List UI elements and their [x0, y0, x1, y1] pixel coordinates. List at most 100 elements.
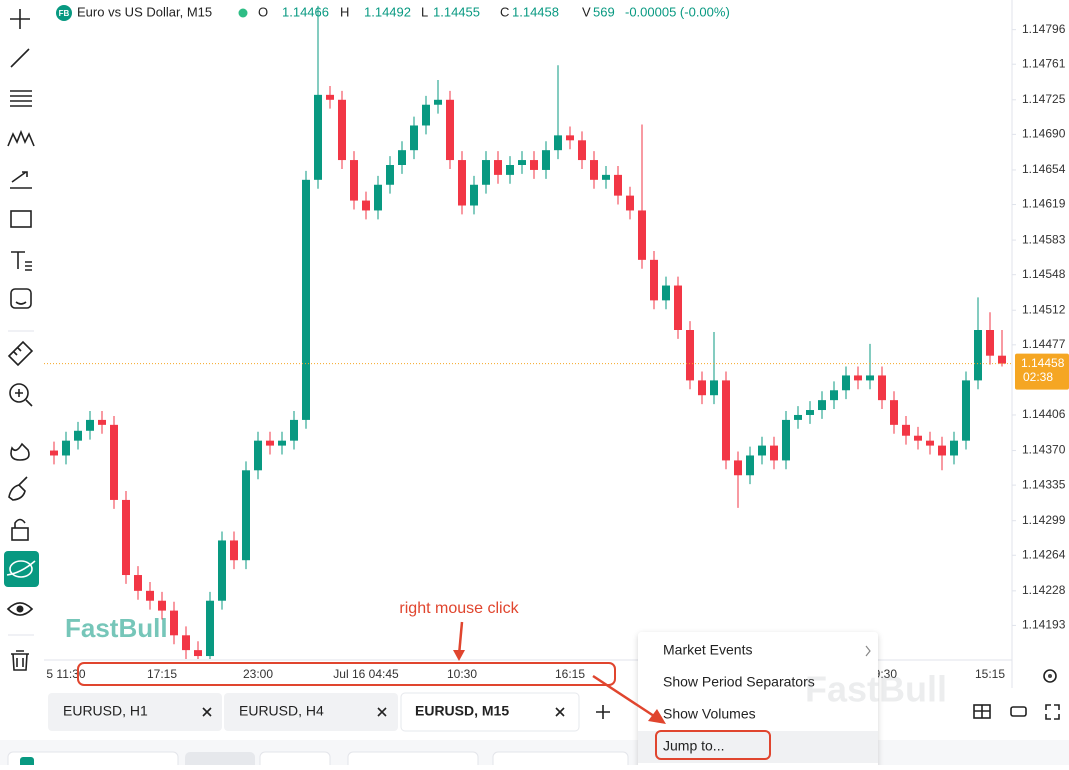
fib-tool[interactable]	[10, 90, 32, 107]
y-tick-label: 1.14761	[1022, 56, 1066, 70]
active-tool-bg[interactable]	[4, 551, 39, 587]
candle-body	[950, 440, 958, 456]
candle-body	[98, 419, 106, 425]
open-trading-button[interactable]	[492, 751, 629, 770]
candle-body	[650, 259, 658, 301]
field-label: L	[421, 4, 428, 19]
candle-body	[302, 179, 310, 420]
lock-shackle	[14, 518, 26, 528]
add-tab[interactable]	[596, 705, 610, 719]
tab-close[interactable]	[202, 707, 212, 717]
tab[interactable]	[224, 693, 398, 731]
candle-body	[590, 160, 598, 180]
submenu-chevron	[865, 645, 871, 657]
y-tick-label: 1.14228	[1022, 583, 1066, 597]
line-tool[interactable]	[10, 48, 30, 68]
crosshair-tool[interactable]	[10, 9, 30, 29]
candle-body	[926, 440, 934, 446]
candle-body	[842, 375, 850, 391]
menu-item[interactable]: Market Events	[663, 642, 752, 658]
x-tick-label: 17:15	[147, 667, 177, 681]
trade-tab[interactable]	[185, 752, 255, 770]
window-button[interactable]	[1010, 706, 1027, 717]
candle-body	[374, 184, 382, 211]
open-account-button[interactable]	[347, 751, 479, 770]
candle-body	[806, 410, 814, 415]
candle-body	[770, 445, 778, 461]
brush-tool[interactable]	[8, 476, 28, 501]
candle-body	[854, 375, 862, 381]
history-tab[interactable]	[259, 751, 331, 770]
candle-body	[542, 150, 550, 170]
menu-item[interactable]: Jump to...	[663, 738, 724, 754]
candle-body	[86, 419, 94, 431]
delete-tool[interactable]	[11, 650, 29, 671]
annotation-arrow	[592, 674, 658, 720]
last-price-bg	[1015, 353, 1069, 390]
layers-tool	[9, 560, 33, 578]
candle-body	[626, 195, 634, 211]
magnet-tool[interactable]	[10, 442, 30, 461]
zoom-plus	[15, 389, 33, 407]
shape-tool[interactable]	[10, 210, 32, 228]
candle-body	[734, 460, 742, 476]
candle-body	[830, 390, 838, 401]
tab-close[interactable]	[555, 707, 565, 717]
candle-body	[566, 135, 574, 141]
x-tick-label: 23:00	[243, 667, 273, 681]
candle-body	[782, 419, 790, 461]
field-value: 1.14458	[512, 4, 559, 19]
candle-body	[278, 440, 286, 446]
visibility-tool[interactable]	[6, 602, 34, 616]
menu-item[interactable]: Show Period Separators	[663, 674, 815, 690]
menu-item[interactable]: Show Volumes	[663, 706, 756, 722]
tab-close[interactable]	[377, 707, 387, 717]
candle-body	[386, 165, 394, 185]
candle-body	[458, 160, 466, 206]
left-toolbar	[0, 0, 42, 719]
candle-body	[254, 440, 262, 471]
measure-tool[interactable]	[7, 340, 34, 367]
candle-body	[206, 600, 214, 657]
candle-body	[722, 380, 730, 461]
tab-label: EURUSD, H4	[239, 703, 324, 719]
pattern-tool[interactable]	[7, 129, 35, 147]
candle-body	[698, 380, 706, 396]
candle-body	[230, 540, 238, 561]
bottom-bar	[0, 740, 1069, 770]
tab-active[interactable]	[400, 692, 580, 732]
fullscreen-button[interactable]	[1045, 704, 1060, 720]
lock-tool[interactable]	[11, 527, 29, 541]
candle-body	[62, 440, 70, 456]
field-label: H	[340, 4, 349, 19]
emoji-tool[interactable]	[10, 288, 32, 309]
text-tool[interactable]	[11, 251, 32, 271]
y-tick-label: 1.14690	[1022, 127, 1066, 141]
candle-body	[998, 355, 1006, 364]
tab[interactable]	[48, 693, 222, 731]
x-tick-label: Jul 16 04:45	[333, 667, 399, 681]
candle-body	[914, 435, 922, 441]
layout-split	[974, 705, 990, 718]
candle-body	[158, 600, 166, 611]
candle-body	[494, 160, 502, 175]
y-tick-label: 1.14477	[1022, 337, 1066, 351]
y-tick-label: 1.14370	[1022, 443, 1066, 457]
annotation-highlight	[655, 730, 771, 760]
candle-body	[170, 610, 178, 636]
candle-body	[470, 184, 478, 206]
x-tick-label: 10:30	[447, 667, 477, 681]
candle-body	[122, 499, 130, 576]
settings-dot	[1048, 674, 1052, 678]
y-tick-label: 1.14299	[1022, 513, 1066, 527]
candle-body	[890, 400, 898, 425]
zoom-tool[interactable]	[9, 383, 29, 403]
candle-body	[482, 160, 490, 185]
annotation-highlight	[77, 662, 616, 686]
emoji-smile	[15, 301, 27, 305]
settings-button[interactable]	[1043, 669, 1057, 683]
candle-body	[242, 470, 250, 561]
projection-tool[interactable]	[10, 171, 32, 189]
field-label: C	[500, 4, 509, 19]
